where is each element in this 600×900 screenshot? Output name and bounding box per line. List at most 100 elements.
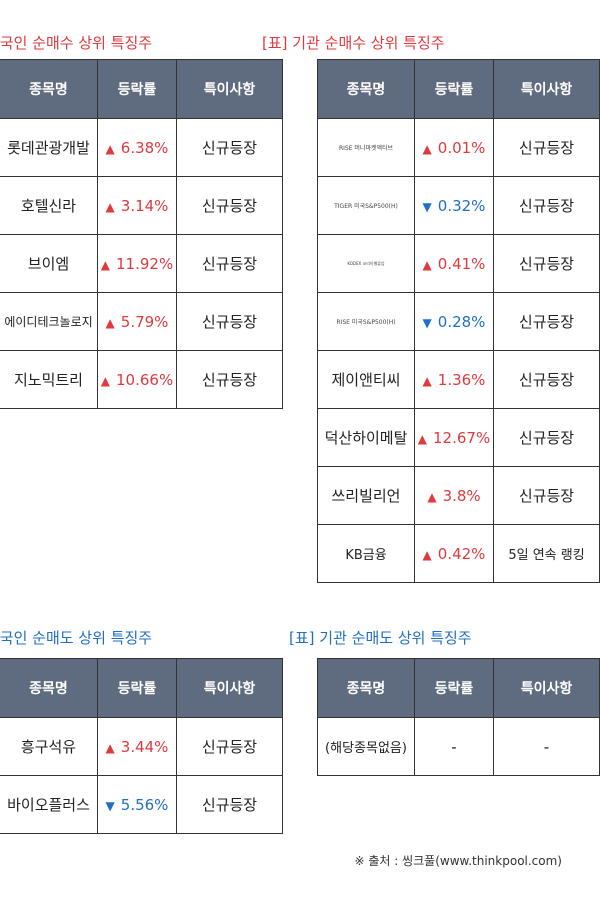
change-rate: ▲ 12.67% xyxy=(414,408,494,467)
change-rate: ▲ 0.01% xyxy=(414,118,494,177)
change-rate: ▼ 5.56% xyxy=(97,775,177,834)
table-header-row: 종목명 등락률 특이사항 xyxy=(317,59,600,119)
stock-name: 흥구석유 xyxy=(0,717,98,776)
change-rate: ▲ 6.38% xyxy=(97,118,177,177)
table-header-row: 종목명 등락률 특이사항 xyxy=(0,59,283,119)
table-row: 롯데관광개발 ▲ 6.38% 신규등장 xyxy=(0,118,283,177)
col-header-note: 특이사항 xyxy=(493,59,600,119)
col-header-rate: 등락률 xyxy=(97,59,177,119)
up-arrow-icon: ▲ xyxy=(417,431,428,446)
table-row: 바이오플러스 ▼ 5.56% 신규등장 xyxy=(0,775,283,834)
foreign-buy-title: 외국인 순매수 상위 특징주 xyxy=(0,34,153,52)
change-rate: ▼ 0.32% xyxy=(414,176,494,235)
up-arrow-icon: ▲ xyxy=(422,373,432,388)
note-cell: 신규등장 xyxy=(176,118,283,177)
col-header-note: 특이사항 xyxy=(493,658,600,718)
stock-name: RISE 머니마켓액티브 xyxy=(317,118,415,177)
change-rate: ▲ 0.42% xyxy=(414,524,494,583)
col-header-name: 종목명 xyxy=(0,59,98,119)
stock-name: 브이엠 xyxy=(0,234,98,293)
note-cell: 신규등장 xyxy=(176,350,283,409)
table-row: (해당종목없음) - - xyxy=(317,717,600,776)
note-cell: 신규등장 xyxy=(493,118,600,177)
down-arrow-icon: ▼ xyxy=(105,798,115,813)
note-cell: 신규등장 xyxy=(493,466,600,525)
down-arrow-icon: ▼ xyxy=(422,199,432,214)
table-row: KODEX 코리아밸류업 ▲ 0.41% 신규등장 xyxy=(317,234,600,293)
stock-name: TIGER 미국S&P500(H) xyxy=(317,176,415,235)
note-cell: 신규등장 xyxy=(493,234,600,293)
change-rate: ▼ 0.28% xyxy=(414,292,494,351)
col-header-note: 특이사항 xyxy=(176,658,283,718)
col-header-rate: 등락률 xyxy=(414,59,494,119)
foreign-sell-table: 종목명 등락률 특이사항 흥구석유 ▲ 3.44% 신규등장 바이오플러스 ▼ 5.… xyxy=(0,658,283,834)
up-arrow-icon: ▲ xyxy=(422,257,432,272)
change-rate: ▲ 3.14% xyxy=(97,176,177,235)
up-arrow-icon: ▲ xyxy=(105,141,115,156)
stock-name: KB금융 xyxy=(317,524,415,583)
note-cell: 신규등장 xyxy=(493,350,600,409)
table-row: 지노믹트리 ▲ 10.66% 신규등장 xyxy=(0,350,283,409)
table-header-row: 종목명 등락률 특이사항 xyxy=(317,658,600,718)
up-arrow-icon: ▲ xyxy=(105,740,115,755)
inst-sell-table: 종목명 등락률 특이사항 (해당종목없음) - - xyxy=(317,658,600,776)
stock-name: 쓰리빌리언 xyxy=(317,466,415,525)
note-cell: 신규등장 xyxy=(493,292,600,351)
change-rate: ▲ 11.92% xyxy=(97,234,177,293)
table-row: 제이앤티씨 ▲ 1.36% 신규등장 xyxy=(317,350,600,409)
col-header-rate: 등락률 xyxy=(414,658,494,718)
up-arrow-icon: ▲ xyxy=(422,547,432,562)
table-row: 에이디테크놀로지 ▲ 5.79% 신규등장 xyxy=(0,292,283,351)
table-row: 흥구석유 ▲ 3.44% 신규등장 xyxy=(0,717,283,776)
up-arrow-icon: ▲ xyxy=(105,199,115,214)
foreign-sell-title: 외국인 순매도 상위 특징주 xyxy=(0,629,153,647)
col-header-note: 특이사항 xyxy=(176,59,283,119)
table-row: TIGER 미국S&P500(H) ▼ 0.32% 신규등장 xyxy=(317,176,600,235)
table-row: 쓰리빌리언 ▲ 3.8% 신규등장 xyxy=(317,466,600,525)
note-cell: - xyxy=(493,717,600,776)
up-arrow-icon: ▲ xyxy=(100,373,111,388)
note-cell: 신규등장 xyxy=(176,717,283,776)
stock-name: 롯데관광개발 xyxy=(0,118,98,177)
stock-name: 지노믹트리 xyxy=(0,350,98,409)
up-arrow-icon: ▲ xyxy=(105,315,115,330)
stock-name: 제이앤티씨 xyxy=(317,350,415,409)
change-rate: ▲ 1.36% xyxy=(414,350,494,409)
stock-name: KODEX 코리아밸류업 xyxy=(317,234,415,293)
change-rate: - xyxy=(414,717,494,776)
inst-sell-title: [표] 기관 순매도 상위 특징주 xyxy=(289,629,472,647)
stock-name: 덕산하이메탈 xyxy=(317,408,415,467)
up-arrow-icon: ▲ xyxy=(100,257,111,272)
stock-name: 호텔신라 xyxy=(0,176,98,235)
table-row: RISE 머니마켓액티브 ▲ 0.01% 신규등장 xyxy=(317,118,600,177)
table-row: 덕산하이메탈 ▲ 12.67% 신규등장 xyxy=(317,408,600,467)
table-row: RISE 미국S&P500(H) ▼ 0.28% 신규등장 xyxy=(317,292,600,351)
note-cell: 신규등장 xyxy=(493,408,600,467)
up-arrow-icon: ▲ xyxy=(422,141,432,156)
col-header-rate: 등락률 xyxy=(97,658,177,718)
col-header-name: 종목명 xyxy=(0,658,98,718)
foreign-buy-table: 종목명 등락률 특이사항 롯데관광개발 ▲ 6.38% 신규등장 호텔신라 ▲ 3.… xyxy=(0,59,283,409)
change-rate: ▲ 5.79% xyxy=(97,292,177,351)
note-cell: 신규등장 xyxy=(176,775,283,834)
col-header-name: 종목명 xyxy=(317,59,415,119)
stock-name: RISE 미국S&P500(H) xyxy=(317,292,415,351)
table-row: KB금융 ▲ 0.42% 5일 연속 랭킹 xyxy=(317,524,600,583)
table-row: 브이엠 ▲ 11.92% 신규등장 xyxy=(0,234,283,293)
note-cell: 신규등장 xyxy=(176,176,283,235)
up-arrow-icon: ▲ xyxy=(427,489,437,504)
note-cell: 신규등장 xyxy=(176,234,283,293)
down-arrow-icon: ▼ xyxy=(422,315,432,330)
stock-name: 에이디테크놀로지 xyxy=(0,292,98,351)
inst-buy-title: [표] 기관 순매수 상위 특징주 xyxy=(262,34,445,52)
note-cell: 신규등장 xyxy=(176,292,283,351)
change-rate: ▲ 3.8% xyxy=(414,466,494,525)
stock-name: 바이오플러스 xyxy=(0,775,98,834)
col-header-name: 종목명 xyxy=(317,658,415,718)
inst-buy-table: 종목명 등락률 특이사항 RISE 머니마켓액티브 ▲ 0.01% 신규등장 TI… xyxy=(317,59,600,583)
change-rate: ▲ 3.44% xyxy=(97,717,177,776)
table-row: 호텔신라 ▲ 3.14% 신규등장 xyxy=(0,176,283,235)
source-caption: ※ 출처 : 씽크풀(www.thinkpool.com) xyxy=(354,854,562,868)
table-header-row: 종목명 등락률 특이사항 xyxy=(0,658,283,718)
change-rate: ▲ 0.41% xyxy=(414,234,494,293)
